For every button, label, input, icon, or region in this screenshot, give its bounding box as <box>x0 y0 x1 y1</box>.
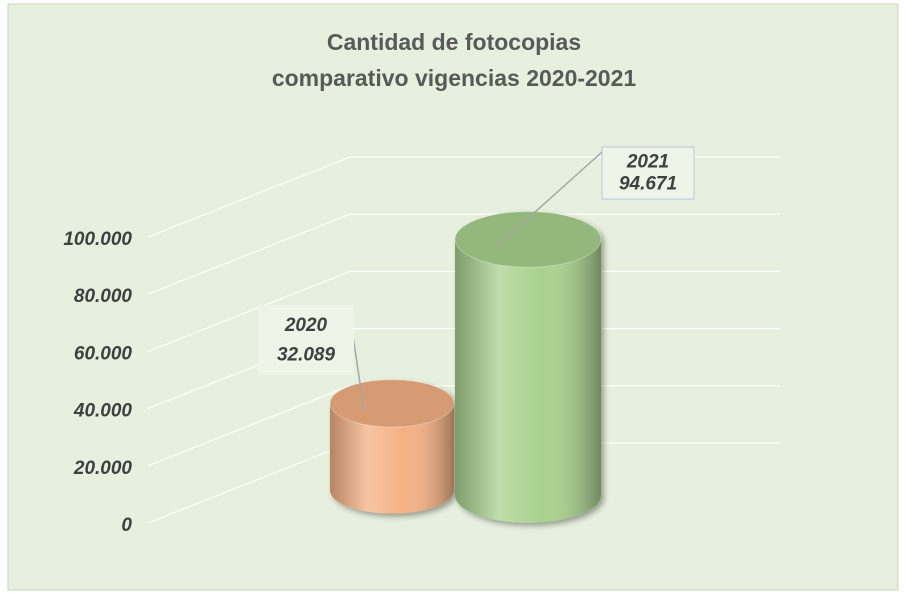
leader-line <box>494 151 603 249</box>
bar-top-shade <box>330 379 454 427</box>
leader-line <box>351 329 365 411</box>
y-tick-label: 80.000 <box>74 286 133 307</box>
bar-top-shade <box>455 211 601 268</box>
data-label-box <box>601 146 695 200</box>
y-tick-label: 20.000 <box>73 458 133 479</box>
y-tick-label: 0 <box>121 515 132 536</box>
bar-shade <box>329 403 454 514</box>
chart-title: Cantidad de fotocopias <box>327 29 581 55</box>
bar-group <box>454 211 602 523</box>
bar-group <box>329 379 455 514</box>
chart-subtitle: comparativo vigencias 2020-2021 <box>272 65 637 91</box>
grid-line <box>147 385 351 467</box>
grid-line <box>147 213 351 295</box>
data-label-box <box>258 305 354 375</box>
y-tick-label: 60.000 <box>74 343 133 364</box>
data-label-value: 94.671 <box>619 173 677 194</box>
bar-shade <box>455 239 601 523</box>
grid-line <box>147 442 351 524</box>
y-tick-label: 40.000 <box>73 401 133 422</box>
y-tick-label: 100.000 <box>63 229 132 250</box>
chart-area <box>7 3 899 591</box>
grid-line <box>147 270 351 352</box>
data-label-category: 2021 <box>626 152 669 173</box>
data-label-category: 2020 <box>284 315 328 336</box>
grid-line <box>147 156 351 238</box>
data-label-value: 32.089 <box>277 344 336 365</box>
